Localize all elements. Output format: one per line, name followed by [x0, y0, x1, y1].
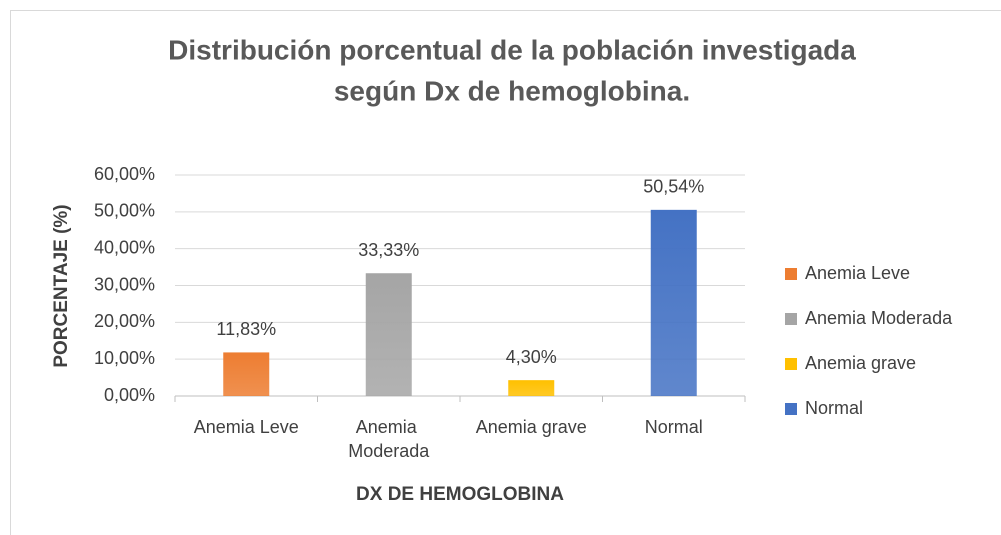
x-tick-label: Anemia grave	[476, 417, 587, 437]
legend-swatch	[785, 268, 797, 280]
bar	[223, 352, 270, 396]
legend-swatch	[785, 403, 797, 415]
chart-title: según Dx de hemoglobina.	[334, 75, 690, 106]
x-axis-label: DX DE HEMOGLOBINA	[356, 484, 564, 505]
bar	[365, 273, 412, 396]
y-tick-label: 20,00%	[94, 311, 155, 331]
legend-label: Anemia Moderada	[805, 308, 953, 328]
data-label: 33,33%	[358, 240, 419, 260]
bar	[508, 380, 555, 396]
y-tick-label: 0,00%	[104, 385, 155, 405]
x-tick-label: Normal	[645, 417, 703, 437]
legend-label: Anemia grave	[805, 353, 916, 373]
y-axis-label: PORCENTAJE (%)	[51, 204, 72, 367]
chart-title: Distribución porcentual de la población …	[168, 34, 856, 65]
data-label: 4,30%	[506, 347, 557, 367]
y-tick-label: 60,00%	[94, 164, 155, 184]
y-tick-label: 10,00%	[94, 348, 155, 368]
x-tick-label: Anemia Moderada	[348, 417, 430, 461]
y-tick-label: 30,00%	[94, 274, 155, 294]
bar	[650, 209, 697, 396]
legend-label: Normal	[805, 398, 863, 418]
x-tick-label: Anemia Leve	[194, 417, 299, 437]
chart-frame	[10, 10, 1001, 535]
data-label: 50,54%	[643, 177, 704, 197]
y-tick-label: 40,00%	[94, 237, 155, 257]
legend-label: Anemia Leve	[805, 263, 910, 283]
data-label: 11,83%	[216, 319, 276, 339]
y-tick-label: 50,00%	[94, 201, 155, 221]
legend-swatch	[785, 313, 797, 325]
legend-swatch	[785, 358, 797, 370]
